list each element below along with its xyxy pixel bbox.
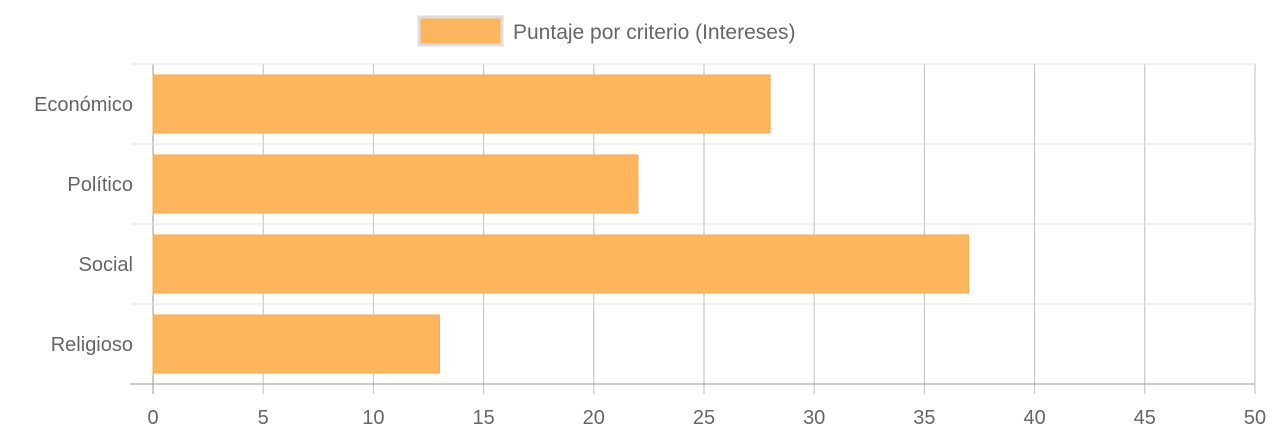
category-label: Social	[79, 254, 133, 276]
x-axis: 0 5 10 15 20 25 30 35 40 45 50	[147, 407, 1266, 429]
x-tick-label: 40	[1023, 407, 1045, 429]
x-tick-label: 5	[258, 407, 269, 429]
bar[interactable]	[152, 154, 639, 214]
category-label: Político	[67, 174, 133, 196]
bars	[152, 74, 969, 374]
category-label: Económico	[34, 94, 133, 116]
x-tick-label: 10	[362, 407, 384, 429]
x-tick-label: 25	[693, 407, 715, 429]
y-axis: Económico Político Social Religioso	[34, 94, 133, 356]
legend[interactable]: Puntaje por criterio (Intereses)	[417, 15, 795, 47]
legend-swatch[interactable]	[417, 15, 504, 47]
x-tick-label: 0	[147, 407, 158, 429]
x-tick-label: 35	[913, 407, 935, 429]
x-tick-label: 50	[1244, 407, 1266, 429]
x-tick-label: 20	[583, 407, 605, 429]
bar[interactable]	[152, 74, 771, 134]
legend-label[interactable]: Puntaje por criterio (Intereses)	[513, 21, 795, 44]
x-tick-label: 45	[1134, 407, 1156, 429]
x-tick-label: 15	[472, 407, 494, 429]
x-tick-label: 30	[803, 407, 825, 429]
category-label: Religioso	[51, 334, 133, 356]
bar[interactable]	[152, 314, 441, 374]
bar[interactable]	[152, 234, 969, 294]
